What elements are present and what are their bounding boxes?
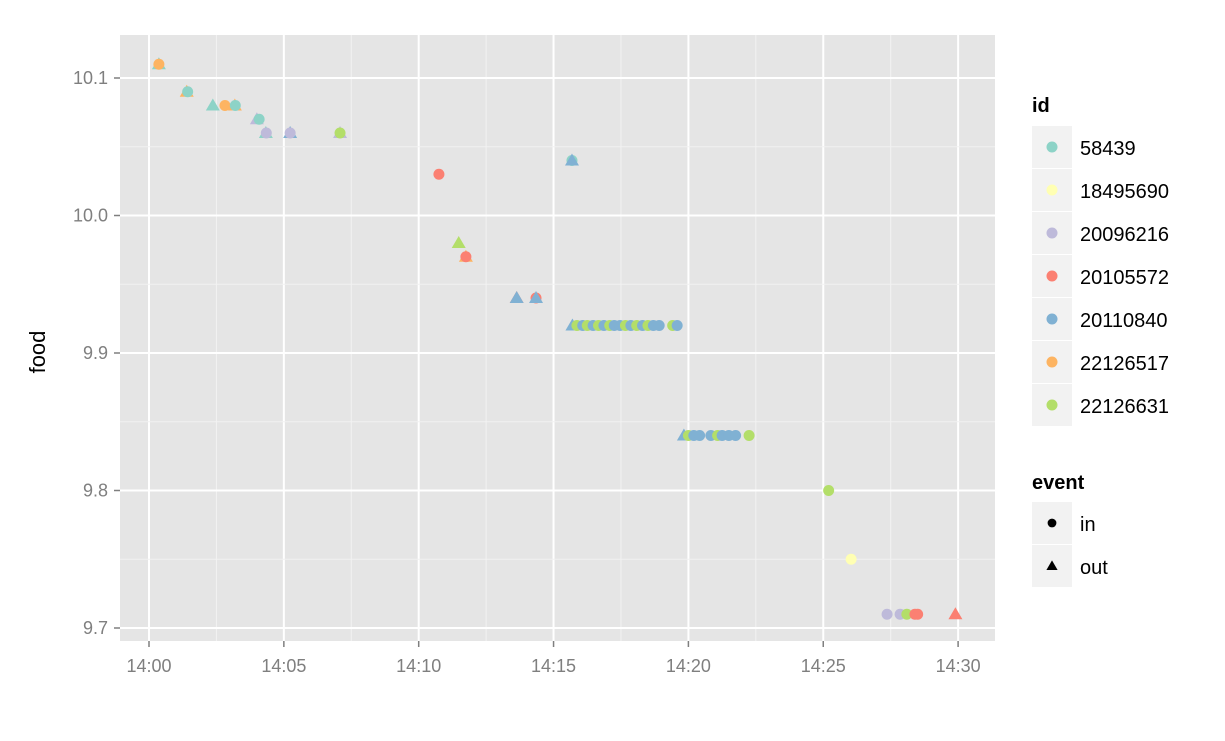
data-point	[284, 127, 296, 139]
data-point	[205, 98, 220, 111]
x-tick-label: 14:10	[396, 656, 441, 676]
data-point	[229, 100, 241, 111]
panel-background	[120, 35, 995, 641]
y-tick-label: 10.1	[73, 68, 108, 88]
data-point	[509, 291, 524, 303]
legend-label: in	[1080, 514, 1096, 536]
data-point	[182, 86, 194, 98]
x-tick-label: 14:30	[936, 656, 981, 676]
legend-label: out	[1080, 557, 1108, 579]
y-tick-label: 9.9	[83, 343, 108, 363]
data-point	[653, 320, 665, 331]
legend-label: 18495690	[1080, 181, 1169, 203]
data-point	[671, 320, 683, 331]
y-tick-label: 9.8	[83, 481, 108, 501]
legend-key-18495690	[1046, 184, 1058, 196]
legend-key-20110840	[1046, 313, 1058, 325]
data-point	[253, 113, 265, 125]
data-point	[529, 291, 544, 303]
x-tick-label: 14:15	[531, 656, 576, 676]
legend-key-in	[1047, 518, 1057, 528]
data-point	[823, 485, 835, 496]
data-point	[433, 168, 445, 180]
legend-event-title: event	[1032, 472, 1085, 494]
legend-id-title: id	[1032, 95, 1050, 117]
data-point	[881, 608, 893, 620]
y-tick-label: 10.0	[73, 206, 108, 226]
data-point	[901, 608, 913, 620]
x-tick-label: 14:00	[126, 656, 171, 676]
legend-label: 20105572	[1080, 267, 1169, 289]
data-point	[743, 430, 755, 441]
legend-key-20096216	[1046, 227, 1058, 239]
y-tick-label: 9.7	[83, 618, 108, 638]
legend-key-22126631	[1046, 399, 1058, 411]
axes: 14:00 14:05 14:10 14:15 14:20 14:25 14:30 9.7 9.…	[73, 68, 981, 676]
legend-key-22126517	[1046, 356, 1058, 368]
x-tick-label: 14:05	[261, 656, 306, 676]
legend-label: 58439	[1080, 138, 1136, 160]
data-point	[260, 127, 272, 139]
legend: id 58439 18495690 20096216 20105572 20110840 2…	[1032, 95, 1169, 587]
legend-label: 20110840	[1080, 310, 1168, 332]
legend-key-58439	[1046, 141, 1058, 153]
data-point	[153, 58, 165, 70]
grid	[120, 35, 995, 641]
y-axis-label: food	[25, 331, 50, 374]
legend-label: 22126631	[1080, 396, 1169, 418]
x-tick-label: 14:25	[801, 656, 846, 676]
legend-key-20105572	[1046, 270, 1058, 282]
data-point	[845, 553, 857, 565]
data-point	[451, 236, 466, 248]
legend-label: 20096216	[1080, 224, 1169, 246]
data-point	[730, 430, 742, 441]
legend-key-out	[1046, 560, 1058, 570]
data-point	[694, 430, 706, 441]
data-point	[334, 127, 346, 139]
data-point	[948, 607, 963, 620]
points	[151, 57, 963, 620]
data-point	[219, 100, 231, 111]
x-tick-label: 14:20	[666, 656, 711, 676]
data-point	[912, 608, 924, 620]
data-point	[460, 251, 472, 263]
legend-label: 22126517	[1080, 353, 1169, 375]
data-point	[564, 153, 579, 166]
